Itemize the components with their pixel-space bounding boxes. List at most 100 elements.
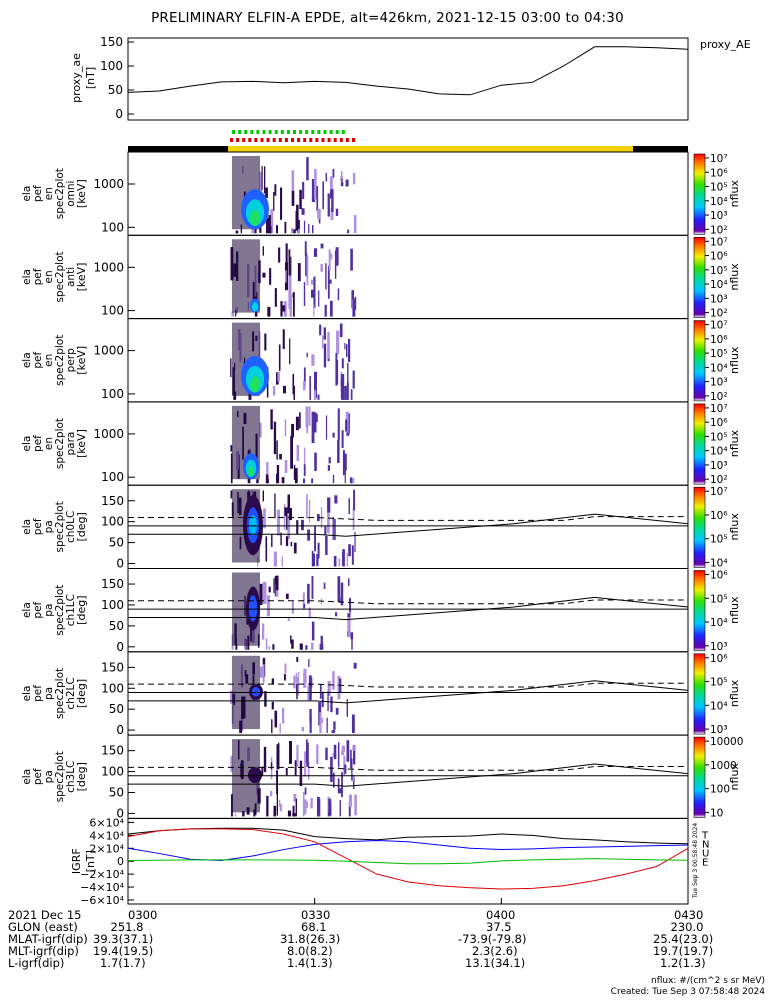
colorbar-label: nflux <box>728 513 741 541</box>
panel-ylabel-line: spec2plot <box>54 168 66 219</box>
spectrum-speckle <box>302 182 305 199</box>
time-axis-value: 0300 <box>128 908 158 922</box>
spectrum-speckle <box>303 367 306 386</box>
spectrum-speckle <box>281 477 285 484</box>
spectrum-speckle <box>303 220 306 234</box>
spectrum-speckle <box>341 358 344 369</box>
spectrum-speckle <box>347 363 349 384</box>
colorbar-tick-label: 10³ <box>710 641 728 653</box>
colorbar <box>693 237 706 318</box>
spectrum-speckle <box>330 207 334 221</box>
spectrum-speckle <box>348 498 350 515</box>
spectrum-speckle <box>313 276 316 308</box>
spectrum-speckle <box>268 646 271 650</box>
colorbar-tick-label: 10⁶ <box>710 417 728 429</box>
time-axis-value: 230.0 <box>670 920 704 934</box>
spectrum-speckle <box>235 310 237 317</box>
spectrum-speckle <box>280 532 282 546</box>
panel-ylabel-line: [keV] <box>75 429 88 458</box>
spectrum-speckle <box>304 241 307 256</box>
time-axis-value: 2.3(2.6) <box>472 944 518 958</box>
spectrum-speckle <box>230 445 233 452</box>
spectrum-speckle <box>353 776 355 789</box>
ae-legend: proxy_AE <box>700 38 751 51</box>
spectrum-speckle <box>303 799 307 815</box>
panel-6 <box>230 655 357 734</box>
spectrum-speckle <box>266 462 269 480</box>
spectrum-speckle <box>275 584 279 597</box>
igrf-ytick-label: 0 <box>117 855 124 868</box>
colorbar-label: nflux <box>728 429 741 457</box>
colorbar-tick-label: 10² <box>710 224 728 236</box>
panel-ylabel-line: pa <box>43 687 55 700</box>
sci-zone-dot-green <box>250 130 254 134</box>
spectrum-speckle <box>352 745 355 751</box>
colorbar <box>693 153 706 235</box>
igrf-ytick-label: −6×10⁴ <box>80 894 124 907</box>
colorbar-tick-label: 10⁵ <box>710 182 728 194</box>
spectrum-speckle <box>272 386 276 396</box>
panel-ylabel-line: [deg] <box>75 512 88 541</box>
spectrum-speckle <box>328 279 332 284</box>
colorbar-label: nflux <box>728 179 741 207</box>
spectrum-speckle <box>276 770 278 795</box>
time-axis-row-label: L-igrf(dip) <box>8 956 65 970</box>
sci-zone-dot-green <box>232 130 235 134</box>
spectrum-speckle <box>335 247 339 266</box>
spectrum-speckle <box>299 760 303 787</box>
spectrum-speckle <box>341 772 343 798</box>
spectrum-speckle <box>318 798 321 817</box>
panel-ylabel-line: spec2plot <box>54 251 66 302</box>
spectrum-speckle <box>270 409 273 430</box>
panel-ylabel-line: pef <box>32 601 44 618</box>
panel-ylabel-line: ela <box>21 769 33 785</box>
spectrum-speckle <box>337 288 340 301</box>
spectrum-speckle <box>305 645 308 650</box>
spectrum-speckle <box>339 596 341 604</box>
spectrum-speckle <box>344 764 347 774</box>
spectrum-speckle <box>280 187 283 220</box>
spectrum-speckle <box>235 643 238 650</box>
spectrum-speckle <box>301 726 304 732</box>
panel-frame-2 <box>127 318 689 403</box>
spectrum-speckle <box>281 556 283 567</box>
spectrum-speckle <box>303 478 305 484</box>
spectrum-speckle <box>253 809 256 817</box>
igrf-ylabel: IGRF <box>70 848 83 874</box>
time-axis-value: 19.7(19.7) <box>653 944 714 958</box>
time-axis-value: 0330 <box>301 908 331 922</box>
spectrum-blob-core <box>250 209 260 226</box>
sci-zone-dot-green <box>238 130 242 134</box>
spectrum-speckle <box>335 612 338 617</box>
ae-ytick-label: 100 <box>100 59 123 73</box>
panel-ylabel-line: spec2plot <box>54 501 66 552</box>
colorbar-tick-label: 10⁴ <box>710 700 728 712</box>
spectrum-speckle <box>351 774 354 782</box>
colorbar-tick-label: 10³ <box>710 460 728 472</box>
spectrum-speckle <box>296 445 300 462</box>
panel-ytick-label: 0 <box>116 723 124 737</box>
sci-zone-dot-green <box>341 130 345 134</box>
time-axis-value: 37.5 <box>486 920 512 934</box>
panel-ytick-label: 100 <box>101 515 124 529</box>
colorbar-label: nflux <box>728 763 741 791</box>
colorbar <box>693 570 706 652</box>
spectrum-speckle <box>302 791 305 817</box>
time-axis-value: 1.7(1.7) <box>100 956 146 970</box>
spectrum-speckle <box>309 375 311 400</box>
spectrum-speckle <box>323 582 326 589</box>
spectrum-speckle <box>296 684 298 700</box>
sci-zone-dot-red <box>303 138 307 142</box>
colorbar-label: nflux <box>728 679 741 707</box>
spectrum-speckle <box>277 371 280 382</box>
time-axis-row-label: MLT-igrf(dip) <box>8 944 79 958</box>
spectrum-speckle <box>265 187 268 198</box>
sci-zone-dot-green <box>256 130 260 134</box>
spectrum-speckle <box>259 666 263 678</box>
spectrum-speckle <box>334 495 338 504</box>
spectrum-speckle <box>326 717 328 733</box>
panel-ytick-label: 150 <box>101 577 124 591</box>
colorbar-tick-label: 10³ <box>710 210 728 222</box>
spectrum-speckle <box>325 747 328 761</box>
